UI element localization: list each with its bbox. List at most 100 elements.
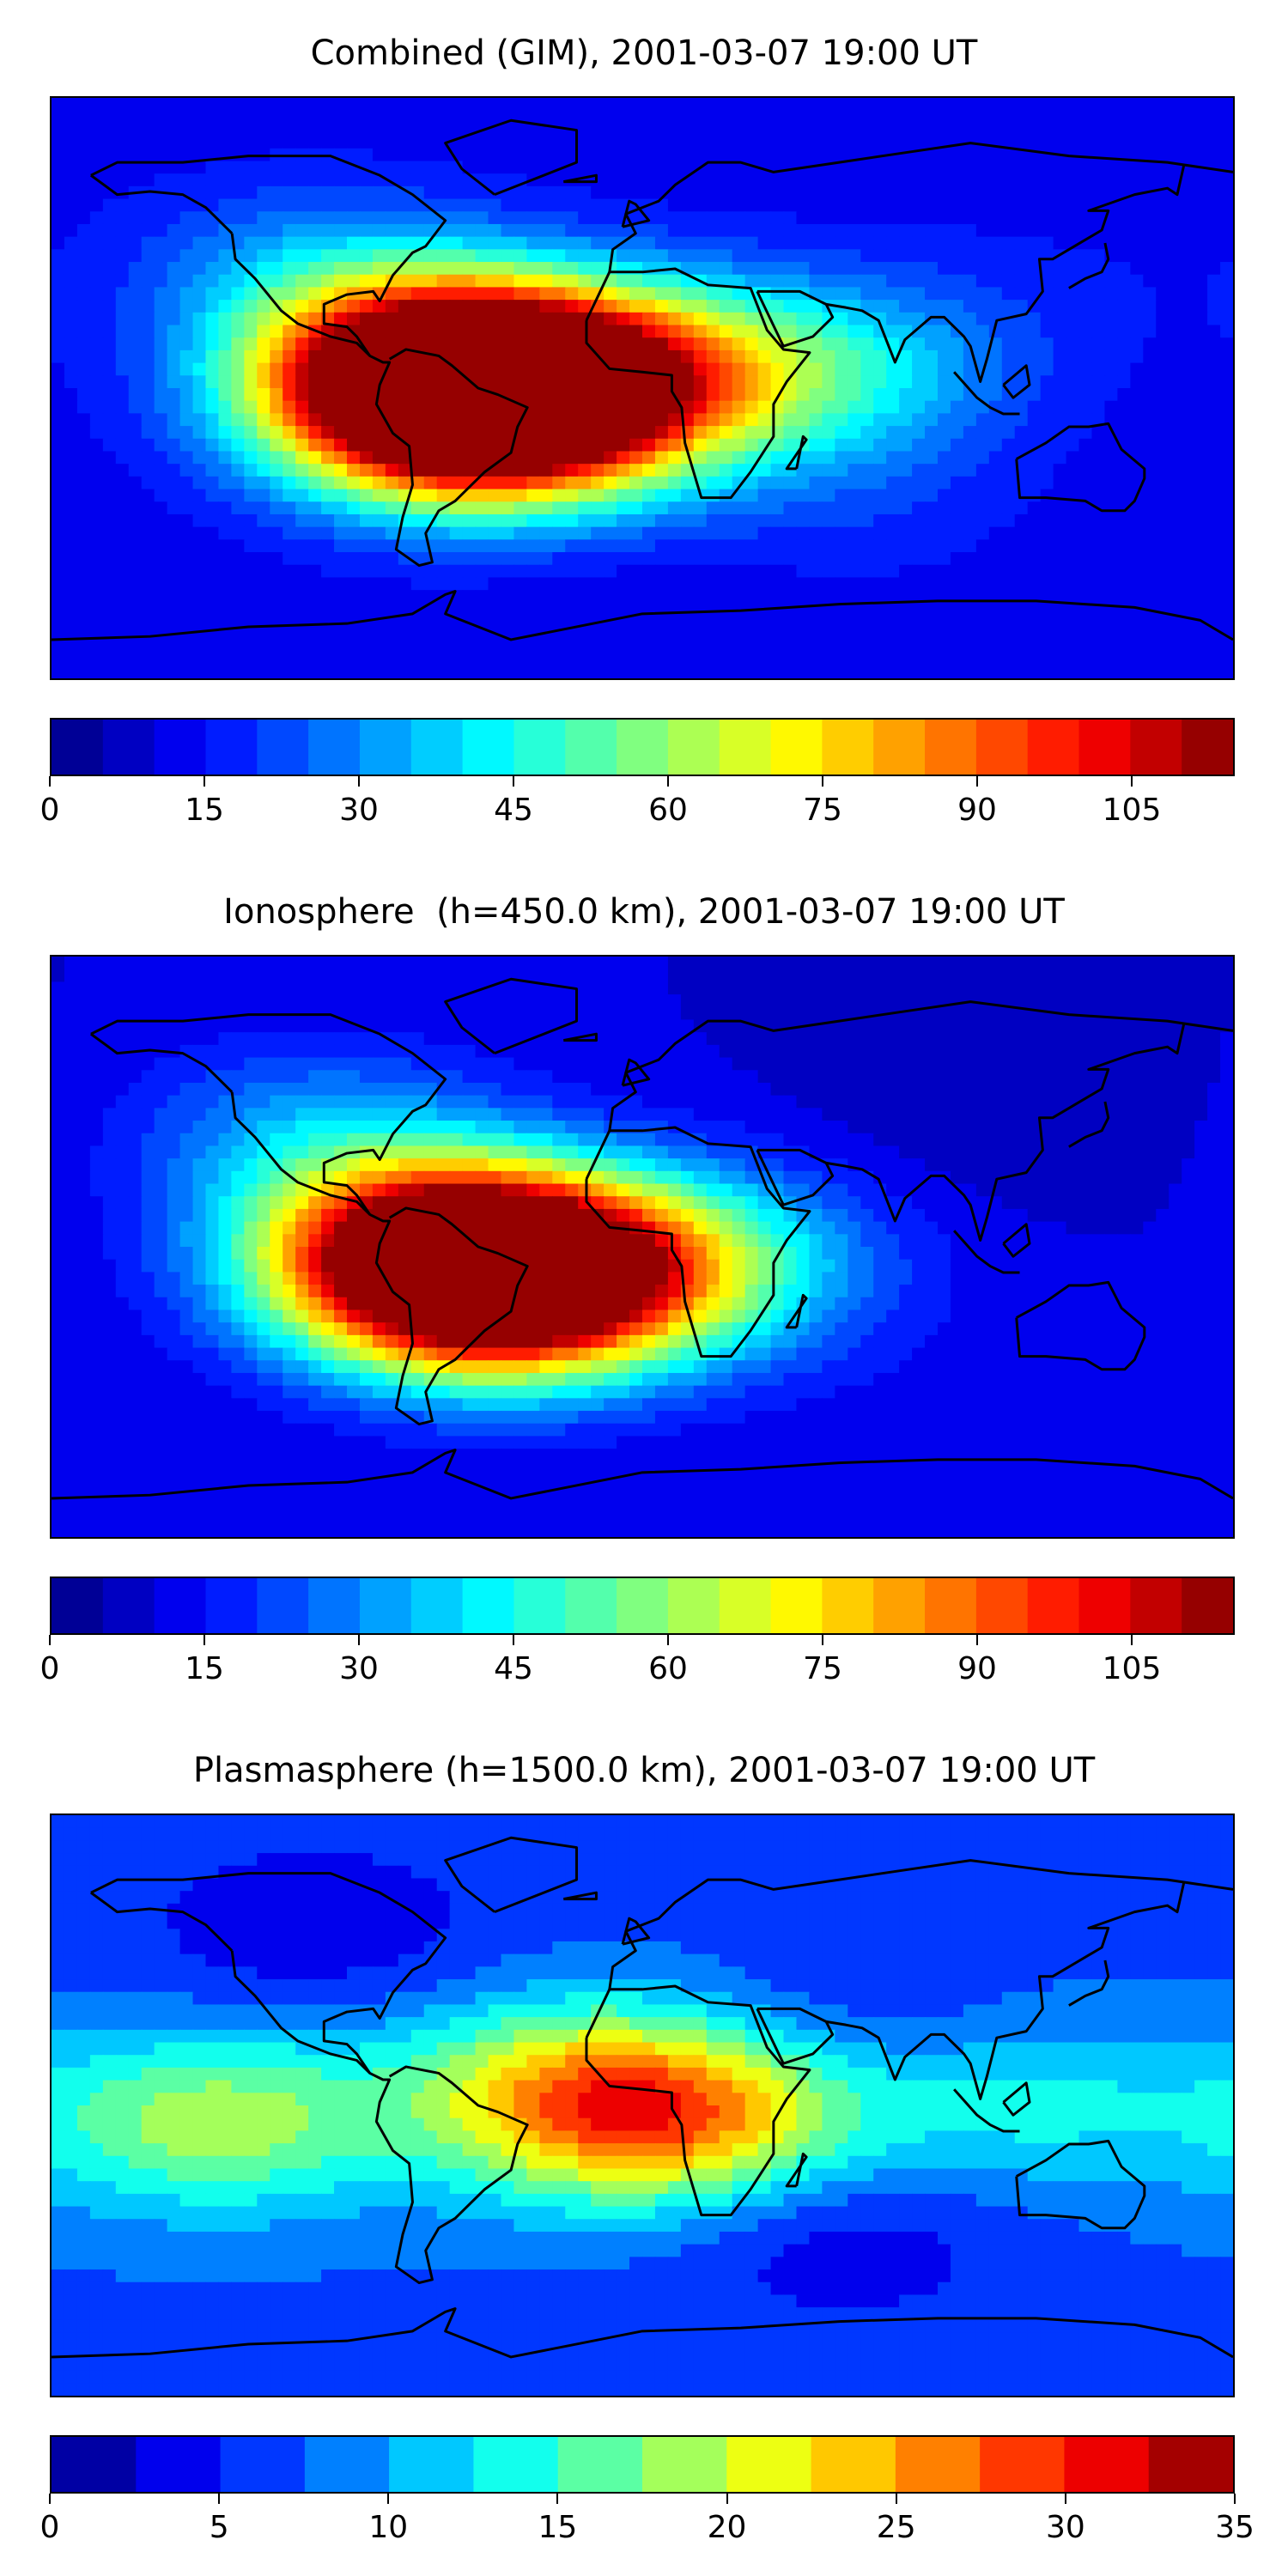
heatmap-cell bbox=[565, 1044, 579, 1059]
heatmap-cell bbox=[835, 451, 848, 465]
heatmap-cell bbox=[1040, 123, 1054, 137]
heatmap-cell bbox=[1040, 110, 1054, 124]
heatmap-cell bbox=[1169, 665, 1182, 678]
heatmap-cell bbox=[1091, 438, 1106, 453]
heatmap-cell bbox=[835, 312, 848, 326]
heatmap-cell bbox=[1143, 438, 1157, 453]
heatmap-cell bbox=[591, 185, 605, 200]
heatmap-cell bbox=[796, 577, 811, 591]
heatmap-cell bbox=[513, 337, 527, 351]
heatmap-cell bbox=[552, 236, 566, 250]
heatmap-cell bbox=[835, 349, 848, 364]
map-plot bbox=[50, 96, 1235, 680]
heatmap-cell bbox=[706, 262, 720, 276]
heatmap-cell bbox=[64, 476, 78, 490]
heatmap-cell bbox=[449, 981, 464, 995]
heatmap-cell bbox=[154, 400, 168, 414]
heatmap-cell bbox=[1130, 1032, 1144, 1046]
heatmap-cell bbox=[617, 300, 630, 313]
heatmap-cell bbox=[52, 274, 65, 289]
heatmap-cell bbox=[706, 362, 720, 376]
heatmap-cell bbox=[1104, 577, 1118, 591]
heatmap-cell bbox=[1169, 325, 1182, 338]
heatmap-cell bbox=[757, 552, 772, 566]
heatmap-cell bbox=[270, 653, 283, 666]
heatmap-cell bbox=[321, 274, 335, 289]
heatmap-cell bbox=[925, 325, 939, 338]
heatmap-cell bbox=[1078, 236, 1093, 250]
heatmap-cell bbox=[1169, 602, 1182, 617]
heatmap-cell bbox=[539, 564, 553, 579]
heatmap-cell bbox=[462, 287, 477, 301]
heatmap-cell bbox=[809, 337, 823, 351]
heatmap-cell bbox=[835, 994, 848, 1008]
heatmap-cell bbox=[167, 426, 181, 440]
heatmap-cell bbox=[1078, 653, 1093, 666]
heatmap-cell bbox=[848, 513, 861, 528]
heatmap-cell bbox=[244, 1044, 258, 1059]
heatmap-cell bbox=[1194, 464, 1208, 477]
heatmap-cell bbox=[347, 426, 361, 440]
heatmap-cell bbox=[1130, 539, 1144, 553]
heatmap-cell bbox=[154, 464, 168, 477]
heatmap-cell bbox=[347, 362, 361, 376]
heatmap-cell bbox=[141, 1006, 155, 1021]
heatmap-cell bbox=[770, 362, 785, 376]
heatmap-cell bbox=[52, 539, 65, 553]
heatmap-cell bbox=[975, 262, 990, 276]
heatmap-cell bbox=[578, 287, 592, 301]
heatmap-cell bbox=[295, 426, 309, 440]
heatmap-cell bbox=[205, 590, 220, 604]
heatmap-cell bbox=[835, 249, 848, 263]
heatmap-cell bbox=[1040, 438, 1054, 453]
heatmap-cell bbox=[770, 451, 785, 465]
heatmap-cell bbox=[475, 198, 489, 212]
heatmap-cell bbox=[680, 349, 695, 364]
heatmap-cell bbox=[308, 211, 322, 225]
heatmap-cell bbox=[950, 513, 964, 528]
heatmap-cell bbox=[988, 349, 1003, 364]
heatmap-cell bbox=[680, 1032, 695, 1046]
heatmap-cell bbox=[167, 173, 181, 187]
heatmap-cell bbox=[64, 539, 78, 553]
heatmap-cell bbox=[1001, 148, 1016, 162]
heatmap-cell bbox=[526, 552, 540, 566]
heatmap-cell bbox=[617, 994, 630, 1008]
heatmap-cell bbox=[1027, 211, 1042, 225]
heatmap-cell bbox=[89, 653, 104, 666]
heatmap-cell bbox=[1130, 615, 1144, 629]
heatmap-cell bbox=[539, 464, 553, 477]
heatmap-cell bbox=[218, 413, 232, 427]
heatmap-cell bbox=[629, 325, 643, 338]
heatmap-cell bbox=[796, 312, 811, 326]
heatmap-cell bbox=[1130, 653, 1144, 666]
heatmap-cell bbox=[899, 211, 913, 225]
map-svg bbox=[52, 98, 1233, 678]
heatmap-cell bbox=[899, 287, 913, 301]
heatmap-cell bbox=[192, 464, 207, 477]
heatmap-cell bbox=[642, 375, 656, 389]
heatmap-cell bbox=[822, 236, 835, 250]
heatmap-cell bbox=[128, 349, 143, 364]
heatmap-cell bbox=[925, 513, 939, 528]
heatmap-cell bbox=[283, 640, 296, 654]
heatmap-cell bbox=[385, 388, 399, 402]
heatmap-cell bbox=[102, 98, 117, 112]
heatmap-cell bbox=[552, 564, 566, 579]
heatmap-cell bbox=[436, 426, 451, 440]
heatmap-cell bbox=[270, 1019, 283, 1033]
heatmap-cell bbox=[334, 957, 348, 970]
heatmap-cell bbox=[796, 110, 811, 124]
heatmap-cell bbox=[372, 981, 386, 995]
heatmap-cell bbox=[1066, 526, 1080, 540]
heatmap-cell bbox=[1207, 148, 1221, 162]
heatmap-cell bbox=[744, 312, 759, 326]
heatmap-cell bbox=[89, 489, 104, 502]
heatmap-cell bbox=[1143, 653, 1157, 666]
heatmap-cell bbox=[1014, 185, 1029, 200]
heatmap-cell bbox=[398, 198, 412, 212]
heatmap-cell bbox=[513, 123, 527, 137]
heatmap-cell bbox=[423, 110, 438, 124]
heatmap-cell bbox=[1001, 325, 1016, 338]
heatmap-cell bbox=[604, 552, 617, 566]
